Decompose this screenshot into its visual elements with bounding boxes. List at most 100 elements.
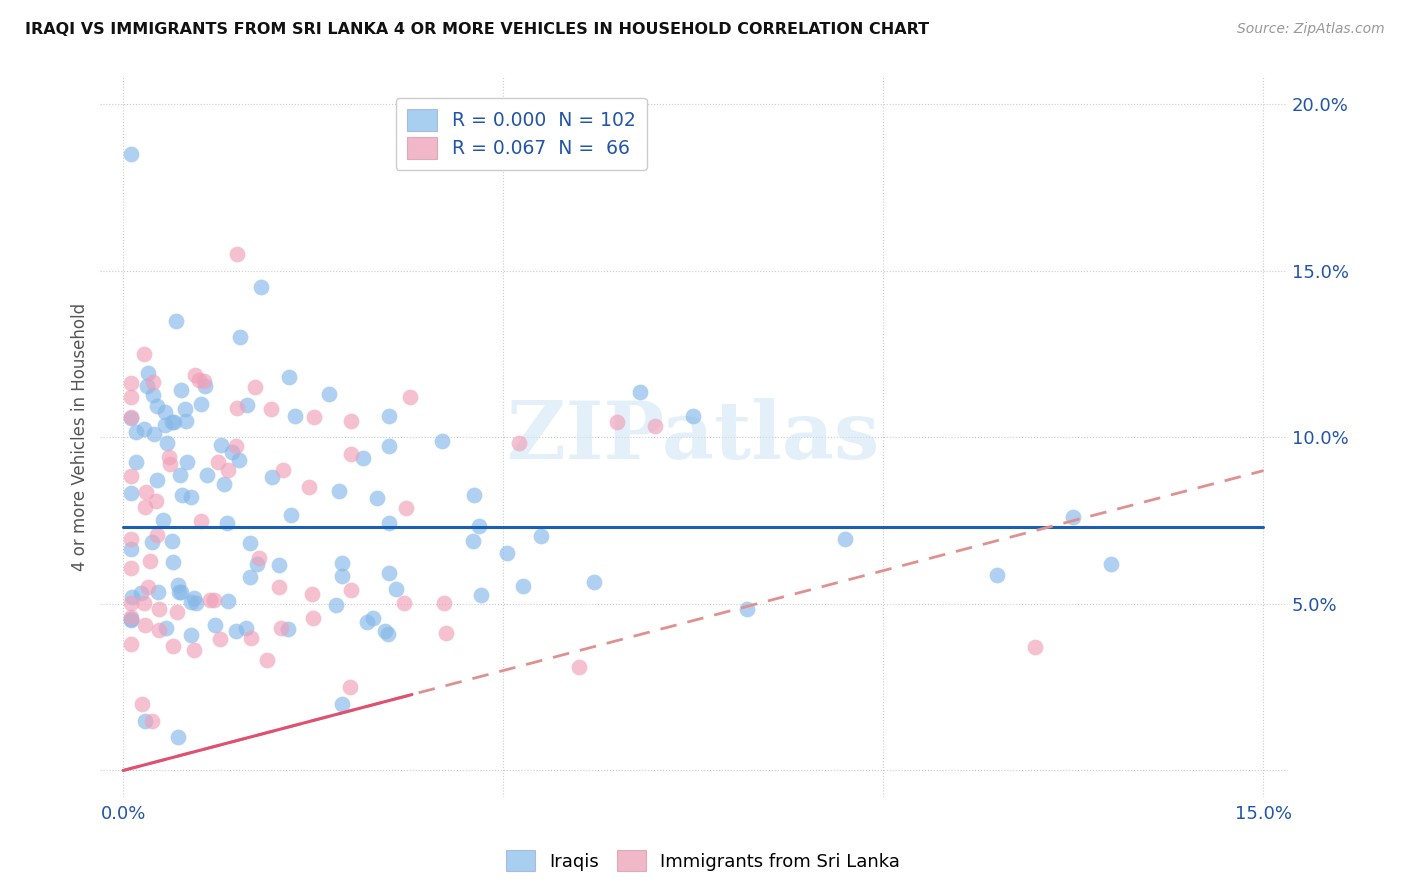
Point — [332, 697, 354, 711]
Point — [167, 730, 190, 744]
Point — [120, 637, 142, 651]
Point — [250, 280, 273, 294]
Point — [142, 388, 165, 402]
Text: ZIPatlas: ZIPatlas — [508, 399, 879, 476]
Point — [120, 486, 142, 500]
Point — [180, 628, 202, 642]
Point — [120, 390, 142, 404]
Point — [269, 580, 291, 594]
Point — [508, 435, 530, 450]
Point — [374, 624, 396, 638]
Point — [159, 457, 181, 471]
Point — [125, 454, 148, 468]
Point — [136, 379, 159, 393]
Point — [366, 491, 388, 506]
Point — [644, 418, 666, 433]
Point — [146, 527, 169, 541]
Text: Source: ZipAtlas.com: Source: ZipAtlas.com — [1237, 22, 1385, 37]
Point — [180, 491, 202, 505]
Point — [385, 582, 408, 596]
Point — [217, 463, 239, 477]
Legend: Iraqis, Immigrants from Sri Lanka: Iraqis, Immigrants from Sri Lanka — [499, 843, 907, 879]
Point — [139, 554, 162, 568]
Point — [330, 569, 353, 583]
Point — [120, 147, 142, 161]
Point — [392, 596, 415, 610]
Point — [146, 473, 169, 487]
Point — [132, 422, 155, 436]
Point — [176, 413, 198, 427]
Point — [176, 455, 198, 469]
Point — [142, 375, 165, 389]
Point — [217, 594, 239, 608]
Point — [160, 533, 183, 548]
Point — [325, 598, 347, 612]
Point — [162, 639, 184, 653]
Point — [120, 596, 142, 610]
Point — [226, 247, 249, 261]
Point — [352, 450, 374, 465]
Point — [235, 398, 257, 412]
Point — [280, 508, 302, 522]
Y-axis label: 4 or more Vehicles in Household: 4 or more Vehicles in Household — [72, 303, 89, 572]
Point — [512, 579, 534, 593]
Point — [225, 439, 247, 453]
Point — [120, 561, 142, 575]
Point — [463, 487, 485, 501]
Point — [434, 626, 457, 640]
Point — [143, 427, 166, 442]
Point — [834, 532, 856, 546]
Point — [146, 400, 169, 414]
Point — [229, 330, 252, 344]
Point — [120, 533, 142, 547]
Point — [260, 401, 283, 416]
Point — [267, 558, 290, 572]
Point — [169, 467, 191, 482]
Point — [247, 551, 270, 566]
Point — [276, 622, 298, 636]
Point — [155, 621, 177, 635]
Point — [568, 659, 591, 673]
Point — [170, 383, 193, 397]
Point — [148, 602, 170, 616]
Point — [184, 596, 207, 610]
Point — [120, 613, 142, 627]
Point — [152, 512, 174, 526]
Point — [120, 411, 142, 425]
Point — [340, 582, 363, 597]
Point — [235, 621, 257, 635]
Point — [209, 632, 232, 646]
Point — [238, 535, 260, 549]
Point — [260, 470, 283, 484]
Point — [136, 366, 159, 380]
Point — [399, 390, 422, 404]
Point — [165, 314, 187, 328]
Point — [432, 434, 454, 448]
Point — [378, 439, 401, 453]
Point — [134, 500, 156, 514]
Point — [496, 546, 519, 560]
Point — [682, 409, 704, 424]
Point — [583, 575, 606, 590]
Point — [215, 516, 238, 531]
Point — [120, 410, 142, 425]
Point — [363, 611, 385, 625]
Point — [378, 409, 401, 424]
Point — [356, 615, 378, 630]
Point — [986, 568, 1008, 582]
Point — [190, 514, 212, 528]
Point — [120, 376, 142, 390]
Point — [209, 438, 232, 452]
Point — [246, 557, 269, 571]
Point — [328, 483, 350, 498]
Point — [120, 468, 142, 483]
Point — [302, 611, 325, 625]
Point — [134, 596, 156, 610]
Point — [134, 714, 156, 728]
Point — [378, 516, 401, 531]
Point — [157, 450, 180, 464]
Point — [284, 409, 307, 423]
Point — [167, 577, 190, 591]
Point — [318, 387, 340, 401]
Point — [212, 477, 235, 491]
